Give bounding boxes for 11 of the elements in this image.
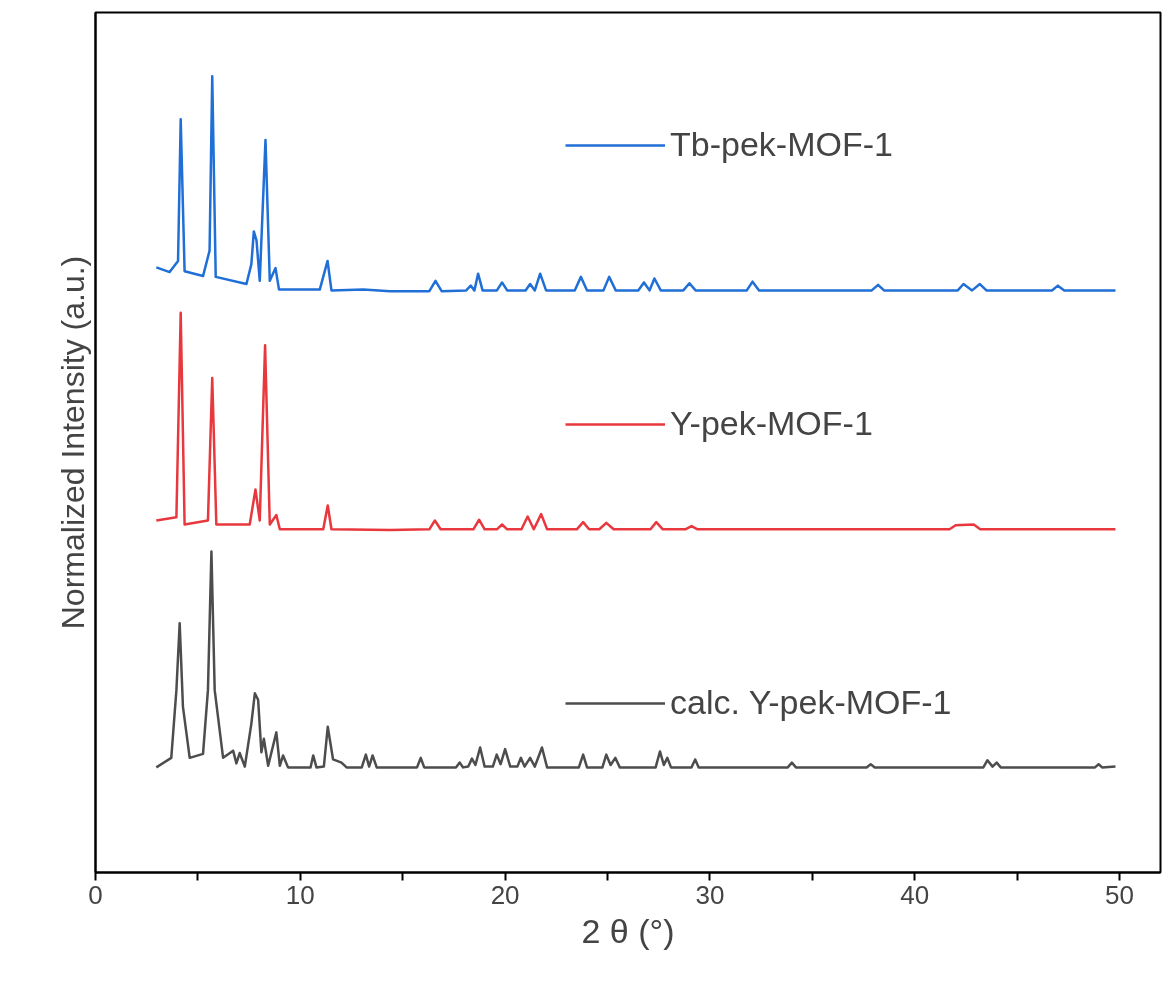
x-tick-label: 30 bbox=[695, 879, 725, 910]
legend-label: calc. Y-pek-MOF-1 bbox=[670, 683, 952, 722]
x-tick-label: 0 bbox=[88, 879, 103, 910]
x-tick-label: 40 bbox=[900, 879, 930, 910]
x-tick-label: 20 bbox=[490, 879, 520, 910]
legend-label: Tb-pek-MOF-1 bbox=[670, 125, 893, 164]
x-tick-label: 10 bbox=[285, 879, 315, 910]
legend-label: Y-pek-MOF-1 bbox=[670, 404, 873, 443]
y-axis-title: Normalized Intensity (a.u.) bbox=[54, 255, 91, 630]
x-axis-title: 2 θ (°) bbox=[581, 911, 675, 950]
x-tick-label: 50 bbox=[1105, 879, 1134, 910]
